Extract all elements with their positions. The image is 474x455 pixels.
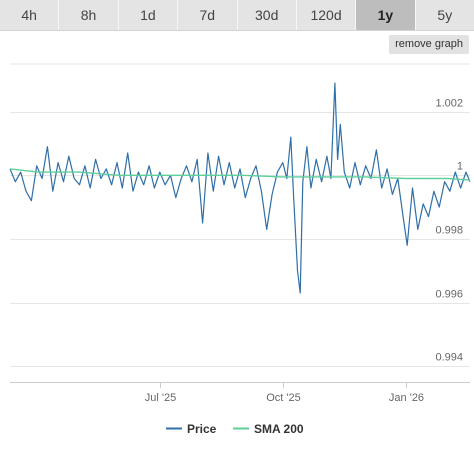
x-tick-label: Jan '26 xyxy=(389,392,424,404)
tab-1y[interactable]: 1y xyxy=(356,0,416,30)
series-line-sma-200 xyxy=(9,168,471,181)
tab-7d[interactable]: 7d xyxy=(178,0,238,30)
grid-lines xyxy=(10,63,470,367)
y-tick-label: 1 xyxy=(457,161,463,173)
tab-8h[interactable]: 8h xyxy=(59,0,119,30)
y-tick-label: 0.996 xyxy=(435,289,463,301)
x-tick-label: Oct '25 xyxy=(266,392,301,404)
legend-label: SMA 200 xyxy=(254,422,304,436)
legend-label: Price xyxy=(187,422,217,436)
tab-1d[interactable]: 1d xyxy=(119,0,179,30)
price-chart: 1.002 1 0.998 0.996 0.994 Jul '25 Oct '25 Jan … xyxy=(9,63,471,436)
y-tick-label: 0.994 xyxy=(435,352,463,364)
y-axis: 1.002 1 0.998 0.996 0.994 xyxy=(435,98,463,364)
remove-graph-button[interactable]: remove graph xyxy=(389,35,469,54)
series-line-price xyxy=(9,82,471,294)
tab-4h[interactable]: 4h xyxy=(0,0,60,30)
timeframe-tabs: 4h 8h 1d 7d 30d 120d 1y 5y xyxy=(0,0,474,31)
y-tick-label: 1.002 xyxy=(435,98,463,110)
x-axis: Jul '25 Oct '25 Jan '26 xyxy=(10,382,470,404)
tab-5y[interactable]: 5y xyxy=(437,7,453,23)
legend: Price SMA 200 xyxy=(166,422,304,436)
tab-120d[interactable]: 120d xyxy=(297,0,357,30)
y-tick-label: 0.998 xyxy=(435,225,463,237)
legend-item-sma-200: SMA 200 xyxy=(233,422,304,436)
series-layer xyxy=(9,82,471,294)
tab-30d[interactable]: 30d xyxy=(238,0,297,30)
x-tick-label: Jul '25 xyxy=(145,392,176,404)
legend-item-price: Price xyxy=(166,422,217,436)
